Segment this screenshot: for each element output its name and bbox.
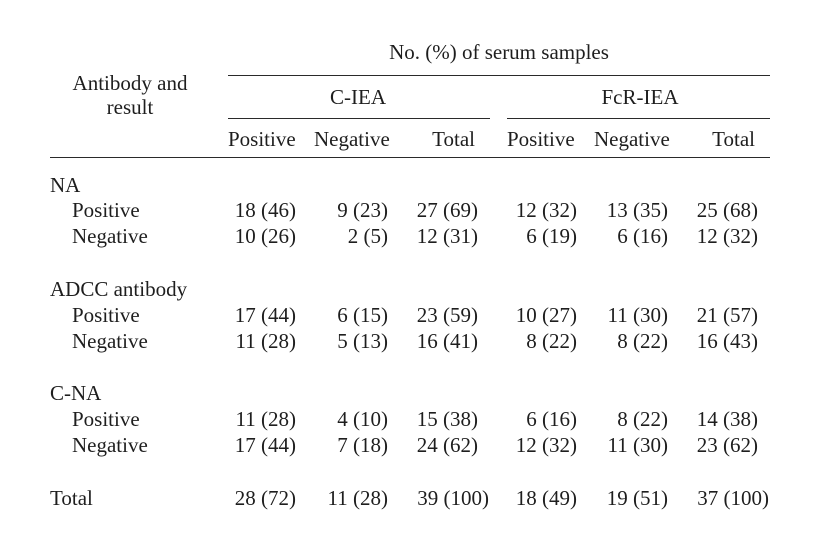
table-cell: 13 (35) — [606, 198, 668, 222]
table-cell: 11 (28) — [235, 329, 296, 353]
table-cell: 4 (10) — [337, 407, 388, 431]
table-cell: 11 (30) — [607, 433, 668, 457]
group-heading-c-iea: C-IEA — [330, 85, 386, 109]
column-header-positive: Positive — [228, 127, 296, 151]
table-cell: 2 (5) — [347, 224, 388, 248]
column-header-positive: Positive — [507, 127, 575, 151]
table-cell: 28 (72) — [234, 486, 296, 510]
stub-label-line1: Antibody and — [72, 71, 188, 95]
spanner-heading: No. (%) of serum samples — [389, 40, 609, 64]
table-cell: 8 (22) — [617, 407, 668, 431]
column-header-total: Total — [432, 127, 475, 151]
table-cell: 8 (22) — [526, 329, 577, 353]
table-cell: 23 (59) — [416, 303, 478, 327]
group-heading-fcr-iea: FcR-IEA — [601, 85, 679, 109]
table-cell: 6 (16) — [526, 407, 577, 431]
table-cell: 15 (38) — [416, 407, 478, 431]
total-row-label: Total — [50, 486, 93, 510]
table-cell: 10 (27) — [515, 303, 577, 327]
table-cell: 18 (46) — [234, 198, 296, 222]
table-cell: 23 (62) — [696, 433, 758, 457]
table-cell: 27 (69) — [416, 198, 478, 222]
table-cell: 11 (30) — [607, 303, 668, 327]
table-cell: 10 (26) — [234, 224, 296, 248]
table-cell: 17 (44) — [234, 433, 296, 457]
table-cell: 9 (23) — [337, 198, 388, 222]
header-bottom-rule — [50, 157, 770, 158]
table-cell: 12 (32) — [515, 433, 577, 457]
table-cell: 11 (28) — [235, 407, 296, 431]
table-cell: 25 (68) — [696, 198, 758, 222]
table-cell: 19 (51) — [606, 486, 668, 510]
group-rule-fcr-iea — [507, 118, 770, 119]
table-cell: 12 (31) — [416, 224, 478, 248]
row-label: Positive — [72, 407, 140, 431]
table-cell: 5 (13) — [337, 329, 388, 353]
row-label: Positive — [72, 198, 140, 222]
group-rule-c-iea — [228, 118, 490, 119]
table-cell: 6 (15) — [337, 303, 388, 327]
table-cell: 21 (57) — [696, 303, 758, 327]
column-header-negative: Negative — [314, 127, 390, 151]
row-label: Negative — [72, 224, 148, 248]
column-header-total: Total — [712, 127, 755, 151]
table-cell: 6 (16) — [617, 224, 668, 248]
section-heading-na: NA — [50, 173, 81, 197]
spanner-rule — [228, 75, 770, 76]
table-cell: 12 (32) — [696, 224, 758, 248]
row-label: Positive — [72, 303, 140, 327]
row-label: Negative — [72, 329, 148, 353]
row-label: Negative — [72, 433, 148, 457]
table-cell: 37 (100) — [697, 486, 769, 510]
table-cell: 12 (32) — [515, 198, 577, 222]
stub-label-line2: result — [106, 95, 154, 119]
section-heading-c-na: C-NA — [50, 381, 102, 405]
table-cell: 39 (100) — [417, 486, 489, 510]
table-cell: 16 (43) — [696, 329, 758, 353]
column-header-negative: Negative — [594, 127, 670, 151]
table-cell: 8 (22) — [617, 329, 668, 353]
table-cell: 16 (41) — [416, 329, 478, 353]
table-cell: 24 (62) — [416, 433, 478, 457]
table-cell: 6 (19) — [526, 224, 577, 248]
table-cell: 14 (38) — [696, 407, 758, 431]
table-cell: 17 (44) — [234, 303, 296, 327]
section-heading-adcc-antibody: ADCC antibody — [50, 277, 188, 301]
table-cell: 7 (18) — [337, 433, 388, 457]
table-cell: 11 (28) — [327, 486, 388, 510]
table-cell: 18 (49) — [515, 486, 577, 510]
